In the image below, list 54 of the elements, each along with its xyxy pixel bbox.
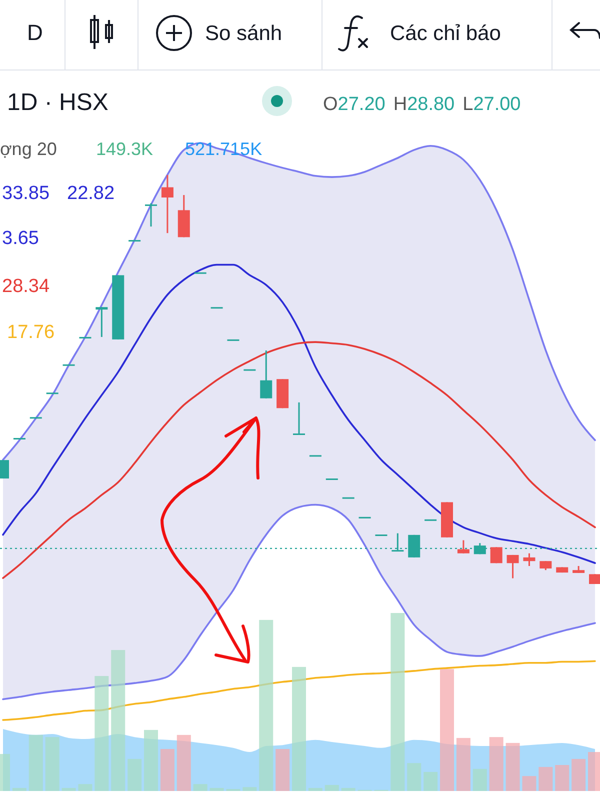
bar <box>276 748 290 791</box>
candlestick <box>161 174 174 234</box>
bar <box>193 784 208 791</box>
bar <box>45 737 60 791</box>
bar <box>440 669 454 791</box>
candlestick <box>523 552 536 567</box>
bar <box>12 788 26 791</box>
text: So sánh <box>205 22 282 45</box>
bar <box>522 776 536 791</box>
bar <box>572 758 586 791</box>
bar <box>390 613 405 791</box>
bar <box>78 784 92 791</box>
text: Các chỉ báo <box>390 22 501 45</box>
bar <box>538 766 553 791</box>
bar <box>308 788 322 791</box>
bar <box>341 788 356 791</box>
bar <box>210 788 224 791</box>
candlestick <box>457 539 470 554</box>
bar <box>160 748 174 791</box>
bar <box>128 758 142 791</box>
candlestick <box>260 350 272 400</box>
text: O27.20 H28.80 L27.00 <box>323 94 521 115</box>
bar <box>292 666 306 791</box>
bar <box>506 742 520 791</box>
annotation: 17.76 <box>7 322 55 343</box>
bar <box>62 788 76 791</box>
bar <box>324 784 339 791</box>
annotation: 33.85 <box>2 183 50 204</box>
text: D <box>27 20 43 45</box>
candlestick <box>490 546 502 564</box>
bar <box>111 650 126 791</box>
annotation: 28.34 <box>2 276 50 297</box>
candlestick <box>506 554 519 580</box>
annotation: ợng 20 <box>0 139 57 159</box>
bar <box>242 787 257 791</box>
annotation: 22.82 <box>67 183 115 204</box>
annotation: 149.3K <box>96 139 154 159</box>
bar <box>28 734 43 791</box>
candlestick <box>293 402 305 435</box>
bar <box>424 772 438 791</box>
bar <box>456 738 470 791</box>
candlestick <box>96 306 108 338</box>
candlestick <box>145 202 157 228</box>
bar <box>489 737 504 791</box>
bar <box>259 620 274 791</box>
bar <box>94 676 109 791</box>
bar <box>555 765 570 791</box>
bar <box>472 768 487 791</box>
bar <box>176 734 191 791</box>
bar <box>144 730 158 791</box>
annotation: 521.715K <box>185 139 262 159</box>
chart-title: 1D · HSX <box>7 89 108 116</box>
annotation: 3.65 <box>2 228 39 249</box>
bar <box>407 763 422 791</box>
